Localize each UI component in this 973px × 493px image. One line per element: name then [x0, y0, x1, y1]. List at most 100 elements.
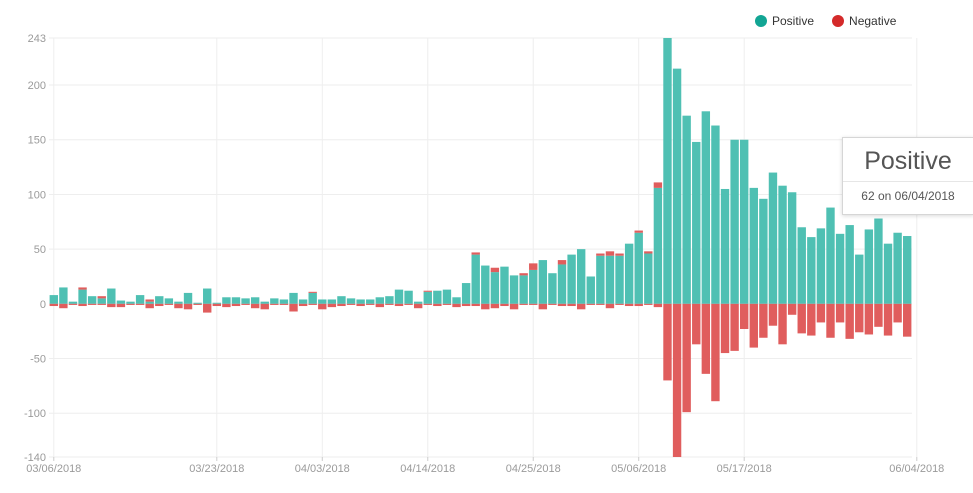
bar-positive[interactable] — [653, 187, 663, 304]
bar-positive[interactable] — [529, 269, 538, 304]
bar-positive[interactable] — [720, 188, 730, 304]
bar-positive[interactable] — [298, 299, 308, 304]
bar-positive[interactable] — [596, 255, 605, 304]
bar-positive[interactable] — [778, 185, 787, 304]
bar-negative[interactable] — [624, 303, 634, 307]
bar-positive[interactable] — [222, 297, 231, 304]
bar-positive[interactable] — [356, 299, 365, 304]
bar-positive[interactable] — [279, 299, 289, 304]
bar-negative-stack-top[interactable] — [634, 230, 643, 233]
bar-positive[interactable] — [797, 227, 806, 304]
bar-positive[interactable] — [807, 237, 816, 304]
bar-negative[interactable] — [318, 303, 327, 310]
bar-positive[interactable] — [346, 298, 356, 304]
bar-positive[interactable] — [404, 290, 413, 304]
bar-negative[interactable] — [672, 303, 682, 457]
bar-positive[interactable] — [394, 289, 404, 304]
bar-negative[interactable] — [346, 303, 356, 305]
bar-positive[interactable] — [126, 301, 135, 304]
bar-positive[interactable] — [759, 198, 768, 304]
bar-positive[interactable] — [538, 260, 548, 304]
bar-negative[interactable] — [279, 303, 289, 305]
bar-negative[interactable] — [442, 303, 452, 305]
bar-negative[interactable] — [749, 303, 758, 348]
bar-negative[interactable] — [538, 303, 548, 310]
bar-negative[interactable] — [682, 303, 691, 413]
bar-positive[interactable] — [308, 292, 317, 304]
bar-positive[interactable] — [711, 125, 720, 304]
bar-positive[interactable] — [644, 253, 653, 304]
bar-positive[interactable] — [576, 249, 586, 304]
bar-negative[interactable] — [586, 303, 595, 305]
bar-positive[interactable] — [145, 301, 154, 304]
bar-negative[interactable] — [835, 303, 845, 323]
bar-negative[interactable] — [260, 303, 269, 310]
bar-negative[interactable] — [883, 303, 893, 336]
bar-negative[interactable] — [97, 303, 106, 305]
bar-negative[interactable] — [366, 303, 375, 305]
bar-positive[interactable] — [318, 299, 327, 304]
bar-negative-stack-top[interactable] — [557, 260, 567, 265]
bar-negative[interactable] — [385, 303, 394, 305]
bar-negative-stack-top[interactable] — [145, 299, 154, 302]
bar-positive[interactable] — [289, 292, 298, 304]
bar-negative[interactable] — [183, 303, 193, 310]
bar-negative-stack-top[interactable] — [308, 291, 317, 293]
bar-negative[interactable] — [193, 303, 202, 305]
bar-negative[interactable] — [864, 303, 874, 335]
bar-negative[interactable] — [509, 303, 519, 310]
bar-positive[interactable] — [385, 296, 394, 304]
bar-positive[interactable] — [452, 297, 461, 304]
bar-positive[interactable] — [816, 228, 826, 304]
bar-negative[interactable] — [59, 303, 68, 309]
bar-negative[interactable] — [212, 303, 221, 307]
bar-negative[interactable] — [759, 303, 768, 338]
legend-item-negative[interactable]: Negative — [832, 14, 896, 28]
bar-negative[interactable] — [250, 303, 260, 309]
bar-positive[interactable] — [874, 218, 883, 304]
bar-positive[interactable] — [509, 275, 519, 304]
bar-negative[interactable] — [557, 303, 567, 307]
bar-positive[interactable] — [903, 236, 912, 304]
bar-negative[interactable] — [903, 303, 912, 337]
bar-positive[interactable] — [241, 298, 250, 304]
bar-negative[interactable] — [49, 303, 58, 307]
bar-positive[interactable] — [500, 266, 509, 304]
bar-positive[interactable] — [672, 68, 682, 304]
bar-negative[interactable] — [145, 303, 154, 309]
bar-positive[interactable] — [59, 287, 68, 304]
bar-positive[interactable] — [864, 229, 874, 304]
bar-negative-stack-top[interactable] — [519, 273, 528, 276]
bar-negative-stack-top[interactable] — [615, 253, 624, 256]
bar-positive[interactable] — [155, 296, 164, 304]
bar-negative-stack-top[interactable] — [644, 251, 653, 254]
bar-negative[interactable] — [605, 303, 615, 309]
bar-positive[interactable] — [337, 296, 346, 304]
bar-negative-stack-top[interactable] — [78, 287, 87, 290]
bar-negative[interactable] — [116, 303, 126, 308]
bar-positive[interactable] — [68, 301, 78, 304]
bar-negative[interactable] — [519, 303, 528, 305]
legend-item-positive[interactable]: Positive — [755, 14, 814, 28]
bar-negative-stack-top[interactable] — [97, 296, 106, 299]
bar-negative[interactable] — [107, 303, 116, 308]
bar-negative[interactable] — [481, 303, 490, 310]
bar-positive[interactable] — [749, 187, 758, 304]
bar-positive[interactable] — [231, 297, 241, 304]
bar-negative[interactable] — [174, 303, 183, 309]
bar-negative[interactable] — [740, 303, 749, 330]
bar-negative-stack-top[interactable] — [423, 290, 432, 292]
bar-negative[interactable] — [730, 303, 739, 351]
bar-positive[interactable] — [164, 298, 174, 304]
bar-positive[interactable] — [250, 297, 260, 304]
bar-negative[interactable] — [337, 303, 346, 307]
bar-positive[interactable] — [423, 291, 432, 304]
bar-negative-stack-top[interactable] — [490, 267, 500, 273]
bar-negative[interactable] — [807, 303, 816, 336]
bar-positive[interactable] — [375, 297, 385, 304]
bar-negative[interactable] — [490, 303, 500, 309]
bar-negative[interactable] — [778, 303, 787, 345]
bar-positive[interactable] — [663, 38, 672, 304]
bar-positive[interactable] — [787, 192, 797, 304]
bar-positive[interactable] — [567, 254, 576, 304]
